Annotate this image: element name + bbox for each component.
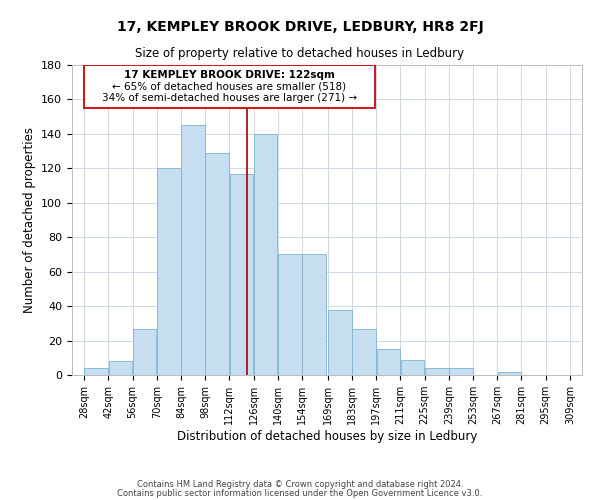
Text: Size of property relative to detached houses in Ledbury: Size of property relative to detached ho…	[136, 48, 464, 60]
Text: 17 KEMPLEY BROOK DRIVE: 122sqm: 17 KEMPLEY BROOK DRIVE: 122sqm	[124, 70, 335, 80]
Bar	[254, 134, 277, 375]
Bar	[352, 328, 376, 375]
Text: ← 65% of detached houses are smaller (518): ← 65% of detached houses are smaller (51…	[112, 82, 346, 92]
Text: Contains HM Land Registry data © Crown copyright and database right 2024.: Contains HM Land Registry data © Crown c…	[137, 480, 463, 489]
Bar	[278, 254, 302, 375]
Bar	[84, 65, 374, 108]
Bar	[401, 360, 424, 375]
Bar	[157, 168, 181, 375]
Bar	[449, 368, 473, 375]
Bar	[377, 349, 400, 375]
X-axis label: Distribution of detached houses by size in Ledbury: Distribution of detached houses by size …	[177, 430, 477, 443]
Bar	[181, 126, 205, 375]
Text: 34% of semi-detached houses are larger (271) →: 34% of semi-detached houses are larger (…	[102, 92, 357, 102]
Bar	[230, 174, 253, 375]
Bar	[85, 368, 108, 375]
Bar	[425, 368, 449, 375]
Bar	[205, 153, 229, 375]
Bar	[328, 310, 352, 375]
Bar	[133, 328, 157, 375]
Bar	[497, 372, 521, 375]
Bar	[109, 361, 132, 375]
Bar	[302, 254, 326, 375]
Text: Contains public sector information licensed under the Open Government Licence v3: Contains public sector information licen…	[118, 490, 482, 498]
Text: 17, KEMPLEY BROOK DRIVE, LEDBURY, HR8 2FJ: 17, KEMPLEY BROOK DRIVE, LEDBURY, HR8 2F…	[116, 20, 484, 34]
Y-axis label: Number of detached properties: Number of detached properties	[23, 127, 35, 313]
